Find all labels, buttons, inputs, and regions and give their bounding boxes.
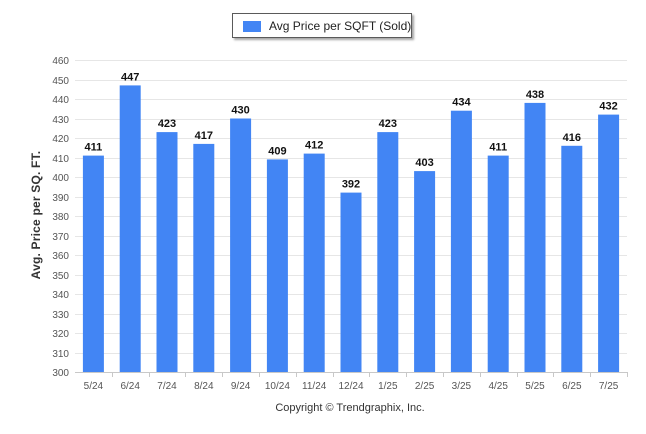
data-label: 417 bbox=[195, 130, 213, 142]
x-tick-label: 3/25 bbox=[452, 381, 472, 392]
data-label: 423 bbox=[158, 118, 176, 130]
y-tick-label: 370 bbox=[52, 232, 69, 243]
y-tick-label: 390 bbox=[52, 193, 69, 204]
data-label: 411 bbox=[489, 142, 507, 154]
y-tick-label: 320 bbox=[52, 329, 69, 340]
copyright-text: Copyright © Trendgraphix, Inc. bbox=[275, 402, 425, 414]
chart-legend: Avg Price per SQFT (Sold) bbox=[232, 13, 412, 38]
x-tick-label: 5/25 bbox=[525, 381, 545, 392]
x-tick-label: 9/24 bbox=[231, 381, 251, 392]
y-tick-label: 410 bbox=[52, 154, 69, 165]
x-tick-label: 5/24 bbox=[84, 381, 104, 392]
y-tick-label: 360 bbox=[52, 251, 69, 262]
x-tick-label: 2/25 bbox=[415, 381, 435, 392]
data-label: 438 bbox=[526, 89, 544, 101]
y-tick-label: 440 bbox=[52, 95, 69, 106]
x-tick-label: 8/24 bbox=[194, 381, 214, 392]
x-tick-label: 4/25 bbox=[488, 381, 508, 392]
bar bbox=[450, 110, 472, 372]
bar bbox=[156, 132, 178, 372]
bar bbox=[598, 114, 620, 372]
bar bbox=[487, 155, 509, 372]
y-tick-label: 300 bbox=[52, 368, 69, 379]
legend-swatch bbox=[243, 21, 261, 32]
bar bbox=[82, 155, 104, 372]
bar bbox=[524, 102, 546, 373]
y-tick-label: 430 bbox=[52, 115, 69, 126]
y-tick-label: 340 bbox=[52, 290, 69, 301]
bar bbox=[266, 159, 288, 372]
data-label: 423 bbox=[379, 118, 397, 130]
data-label: 432 bbox=[599, 101, 617, 113]
x-tick-label: 12/24 bbox=[338, 381, 363, 392]
bar bbox=[193, 143, 215, 372]
y-tick-label: 450 bbox=[52, 76, 69, 87]
y-tick-label: 310 bbox=[52, 349, 69, 360]
data-label: 416 bbox=[563, 132, 581, 144]
data-label: 411 bbox=[85, 142, 103, 154]
bar bbox=[377, 132, 399, 372]
x-tick-label: 11/24 bbox=[302, 381, 327, 392]
data-label: 392 bbox=[342, 179, 360, 191]
legend-label: Avg Price per SQFT (Sold) bbox=[269, 19, 412, 33]
bar bbox=[230, 118, 252, 372]
data-label: 447 bbox=[121, 71, 139, 83]
bar bbox=[119, 85, 141, 373]
y-tick-label: 330 bbox=[52, 310, 69, 321]
y-tick-label: 400 bbox=[52, 173, 69, 184]
data-label: 409 bbox=[268, 145, 286, 157]
y-tick-label: 380 bbox=[52, 212, 69, 223]
y-tick-label: 460 bbox=[52, 56, 69, 67]
bar bbox=[340, 192, 362, 372]
x-tick-label: 6/25 bbox=[562, 381, 582, 392]
y-tick-label: 350 bbox=[52, 271, 69, 282]
x-tick-label: 10/24 bbox=[265, 381, 290, 392]
x-tick-label: 1/25 bbox=[378, 381, 398, 392]
bar bbox=[561, 145, 583, 372]
x-tick-label: 7/24 bbox=[157, 381, 177, 392]
bar bbox=[303, 153, 325, 372]
data-label: 434 bbox=[452, 97, 471, 109]
bar bbox=[414, 171, 436, 372]
data-label: 412 bbox=[305, 140, 323, 152]
data-label: 403 bbox=[415, 157, 433, 169]
y-tick-label: 420 bbox=[52, 134, 69, 145]
data-label: 430 bbox=[231, 105, 249, 117]
x-tick-label: 6/24 bbox=[120, 381, 140, 392]
x-tick-label: 7/25 bbox=[599, 381, 619, 392]
